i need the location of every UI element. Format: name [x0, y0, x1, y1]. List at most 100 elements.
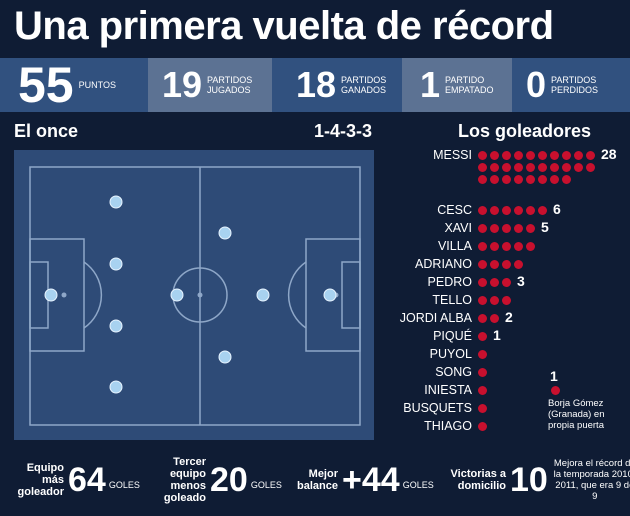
player-marker [218, 226, 232, 240]
bottom-stats: Equipo más goleador 64 GOLES Tercer equipo m… [0, 450, 630, 516]
stat-value: 18 [296, 64, 337, 105]
scorer-name: INIESTA [424, 383, 472, 397]
bottom-stat-goleador: Equipo más goleador 64 GOLES [12, 450, 140, 510]
own-goal-count: 1 [550, 368, 558, 384]
goal-dot [490, 175, 499, 184]
bottom-stat-balance: Mejor balance +44 GOLES [288, 450, 434, 510]
bottom-stat-note: Mejora el récord de la temporada 2010-20… [553, 458, 630, 502]
goal-dot [550, 163, 559, 172]
goal-dot [514, 151, 523, 160]
scorer-row: INIESTA [400, 383, 626, 399]
goal-dot [514, 260, 523, 269]
goal-dot [526, 206, 535, 215]
goal-dot [526, 163, 535, 172]
formation-label: 1-4-3-3 [314, 121, 373, 141]
scorers-list: MESSI 28 CESC 6 XAVI 5 VILLA ADRIANO PEDRO 3 TELLO… [399, 146, 626, 448]
goal-dot [502, 175, 511, 184]
stat-jugados: 19 PARTIDOS JUGADOS [148, 58, 272, 112]
team-heading: El once [14, 121, 79, 141]
stat-value: 1 [420, 64, 441, 105]
player-marker [170, 288, 184, 302]
goal-dot [490, 151, 499, 160]
scorer-goals: 1 [493, 327, 501, 343]
scorer-name: PUYOL [429, 347, 472, 361]
bottom-stat-label: Equipo más goleador [17, 462, 64, 498]
player-marker [109, 319, 123, 333]
stat-ganados: 18 PARTIDOS GANADOS [272, 58, 402, 112]
scorer-row: PEDRO 3 [400, 273, 626, 291]
stat-label: PUNTOS [78, 80, 116, 90]
bottom-stat-value: +44 [342, 461, 400, 499]
scorer-row: BUSQUETS [400, 401, 626, 417]
goal-dot [574, 151, 583, 160]
player-marker [109, 195, 123, 209]
goal-dot [574, 163, 583, 172]
goal-dot [550, 175, 559, 184]
goal-dot [478, 404, 487, 413]
bottom-stat-value: 10 [510, 461, 548, 499]
stat-puntos: 55 PUNTOS [0, 58, 148, 112]
scorer-row: PIQUÉ 1 [400, 327, 626, 345]
own-goal-note: 1 Borja Gómez (Granada) en propia puerta [548, 368, 628, 431]
goal-dot [502, 163, 511, 172]
goal-dot [502, 296, 511, 305]
stats-bar: 55 PUNTOS 19 PARTIDOS JUGADOS 18 PARTIDOS… [0, 58, 630, 112]
goal-dot [478, 332, 487, 341]
stat-label: PARTIDOS PERDIDOS [551, 75, 599, 95]
scorer-name: PEDRO [427, 275, 472, 289]
scorer-row: SONG [400, 365, 626, 381]
bottom-stat-domicilio: Victorias a domicilio 10 Mejora el récord… [442, 450, 630, 510]
stat-label: PARTIDOS JUGADOS [207, 75, 253, 95]
goal-dot [478, 163, 487, 172]
goal-dot [502, 242, 511, 251]
stat-value: 19 [162, 64, 203, 105]
bottom-stat-value: 64 [68, 461, 106, 499]
player-marker [256, 288, 270, 302]
goal-dot [562, 163, 571, 172]
goal-dot [490, 242, 499, 251]
player-marker [218, 350, 232, 364]
scorer-name: MESSI [433, 148, 472, 162]
bottom-stat-menos-goleado: Tercer equipo menos goleado 20 GOLES [160, 450, 282, 510]
goal-dot [490, 224, 499, 233]
goal-dot [586, 163, 595, 172]
player-marker [44, 288, 58, 302]
goal-dot [502, 206, 511, 215]
scorer-row: THIAGO [400, 419, 626, 435]
goal-dot [562, 151, 571, 160]
goal-dot [562, 175, 571, 184]
stat-empatado: 1 PARTIDO EMPATADO [402, 58, 512, 112]
player-marker [109, 380, 123, 394]
goal-dot [514, 224, 523, 233]
player-marker [323, 288, 337, 302]
bottom-stat-unit: GOLES [402, 480, 434, 490]
scorer-row: PUYOL [400, 347, 626, 363]
goal-dot [478, 386, 487, 395]
stat-value: 55 [18, 57, 74, 113]
stat-perdidos: 0 PARTIDOS PERDIDOS [512, 58, 630, 112]
goal-dot [526, 175, 535, 184]
scorer-name: TELLO [432, 293, 472, 307]
bottom-stat-label: Mejor balance [297, 468, 338, 492]
stat-value: 0 [526, 64, 547, 105]
goal-dot [586, 151, 595, 160]
goal-dot [538, 151, 547, 160]
scorer-row: XAVI 5 [400, 219, 626, 237]
goal-dot [550, 151, 559, 160]
goal-dot [514, 163, 523, 172]
scorer-row: ADRIANO [400, 257, 626, 273]
scorer-name: JORDI ALBA [399, 311, 472, 325]
scorer-name: BUSQUETS [403, 401, 472, 415]
goal-dot [478, 224, 487, 233]
scorer-goals: 2 [505, 309, 513, 325]
scorer-name: XAVI [444, 221, 472, 235]
scorer-goals: 5 [541, 219, 549, 235]
scorer-name: ADRIANO [415, 257, 472, 271]
stat-label: PARTIDOS GANADOS [341, 75, 387, 95]
goal-dot [478, 278, 487, 287]
goal-dot [502, 151, 511, 160]
scorer-name: CESC [437, 203, 472, 217]
goal-dot [490, 296, 499, 305]
own-goal-dot [551, 386, 560, 395]
scorer-goals: 28 [601, 146, 617, 162]
